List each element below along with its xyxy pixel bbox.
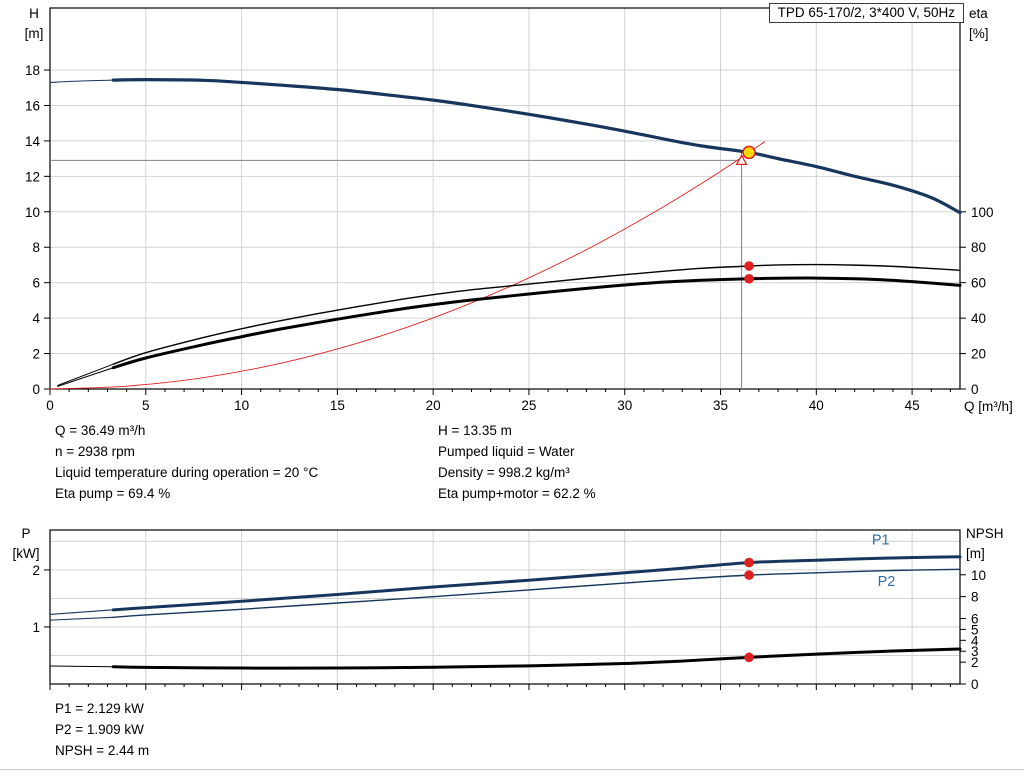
eta-axis-title: eta [969, 6, 988, 21]
svg-text:60: 60 [971, 276, 986, 291]
npsh-curve [111, 647, 962, 670]
svg-text:1: 1 [32, 620, 40, 635]
npsh-curve-lead [49, 665, 114, 668]
bottom-divider [0, 769, 1024, 770]
hq-eta-chart-frame [49, 7, 961, 390]
pumped-liquid-text: Pumped liquid = Water [438, 444, 575, 459]
eta-pump-motor-point [744, 273, 754, 284]
svg-text:18: 18 [25, 63, 40, 78]
control-curve [49, 141, 766, 390]
eta-axis-unit: [%] [969, 26, 989, 42]
p2-curve [112, 568, 961, 618]
svg-text:25: 25 [521, 398, 536, 413]
qh-curve [111, 77, 962, 215]
head-axis-label: H [m] [14, 4, 54, 45]
head-axis-title: H [29, 6, 39, 21]
head-text: H = 13.35 m [438, 423, 512, 438]
svg-text:2: 2 [971, 655, 979, 670]
svg-text:80: 80 [971, 240, 986, 255]
p1-point [744, 557, 754, 568]
svg-text:10: 10 [25, 205, 40, 220]
svg-text:8: 8 [971, 590, 979, 605]
svg-text:2: 2 [32, 563, 40, 578]
liquid-temperature-text: Liquid temperature during operation = 20… [55, 465, 319, 480]
eta-pump-point [744, 261, 754, 271]
svg-text:40: 40 [809, 398, 824, 413]
hq-eta-chart: 0 5 10 15 20 25 30 35 40 45 0 2 4 6 8 10 12 14 16 18 0 20 40 60… [25, 7, 994, 413]
p1-curve-lead [49, 609, 114, 615]
power-info: P1 = 2.129 kW P2 = 1.909 kW NPSH = 2.44 … [55, 698, 149, 761]
requested-duty-marker [735, 154, 748, 165]
qh-curve-lead [49, 79, 114, 83]
svg-text:5: 5 [142, 398, 150, 413]
svg-text:0: 0 [46, 398, 54, 413]
svg-text:2: 2 [32, 347, 40, 362]
svg-text:16: 16 [25, 98, 40, 113]
svg-text:100: 100 [971, 205, 994, 220]
npsh-axis-title: NPSH [966, 526, 1004, 541]
duty-info-right: H = 13.35 m Pumped liquid = Water Densit… [438, 420, 596, 504]
pump-title: TPD 65-170/2, 3*400 V, 50Hz [768, 3, 964, 23]
eta-pump-motor-curve [111, 276, 962, 370]
svg-text:10: 10 [971, 568, 986, 583]
svg-text:20: 20 [426, 398, 441, 413]
svg-text:45: 45 [905, 398, 920, 413]
npsh-point [744, 652, 754, 663]
svg-text:0: 0 [971, 677, 979, 692]
svg-text:6: 6 [32, 276, 40, 291]
svg-text:15: 15 [330, 398, 345, 413]
svg-text:40: 40 [971, 311, 986, 326]
npsh-text: NPSH = 2.44 m [55, 743, 150, 758]
npsh-axis-label: NPSH [m] [966, 524, 1004, 565]
p2-text: P2 = 1.909 kW [55, 722, 144, 737]
eta-pump-motor-curve-lead [57, 367, 114, 387]
eta-pump-motor-text: Eta pump+motor = 62.2 % [438, 486, 596, 501]
eta-pump-curve [112, 263, 961, 365]
power-axis-title: P [21, 526, 31, 541]
p1-text: P1 = 2.129 kW [55, 701, 144, 716]
svg-text:10: 10 [234, 398, 249, 413]
flow-axis-label: Q [m³/h] [964, 399, 1013, 414]
p1-curve [111, 555, 962, 612]
speed-text: n = 2938 rpm [55, 444, 135, 459]
duty-point-marker [742, 145, 756, 160]
p2-curve-lead [49, 616, 114, 621]
duty-info-left: Q = 36.49 m³/h n = 2938 rpm Liquid tempe… [55, 420, 318, 504]
svg-text:14: 14 [25, 134, 41, 149]
flow-text: Q = 36.49 m³/h [55, 423, 146, 438]
svg-text:4: 4 [32, 311, 40, 326]
eta-pump-text: Eta pump = 69.4 % [55, 486, 171, 501]
power-npsh-chart-frame [49, 529, 961, 685]
svg-text:4: 4 [971, 633, 979, 648]
svg-text:6: 6 [971, 611, 979, 626]
eta-pump-curve-lead [57, 363, 114, 386]
svg-text:5: 5 [971, 622, 979, 637]
p2-series-label: P2 [878, 574, 896, 590]
svg-text:12: 12 [25, 169, 40, 184]
power-axis-unit: [kW] [12, 546, 40, 562]
svg-text:3: 3 [971, 644, 979, 659]
head-axis-unit: [m] [24, 26, 44, 42]
svg-text:0: 0 [32, 382, 40, 397]
svg-text:20: 20 [971, 347, 986, 362]
eta-axis-label: eta [%] [969, 4, 989, 45]
npsh-axis-unit: [m] [966, 546, 985, 562]
svg-text:8: 8 [32, 240, 40, 255]
power-axis-label: P [kW] [4, 524, 48, 565]
svg-text:30: 30 [617, 398, 632, 413]
svg-text:0: 0 [971, 382, 979, 397]
p2-point [744, 570, 754, 580]
p1-series-label: P1 [872, 532, 890, 548]
svg-text:35: 35 [713, 398, 728, 413]
density-text: Density = 998.2 kg/m³ [438, 465, 570, 480]
